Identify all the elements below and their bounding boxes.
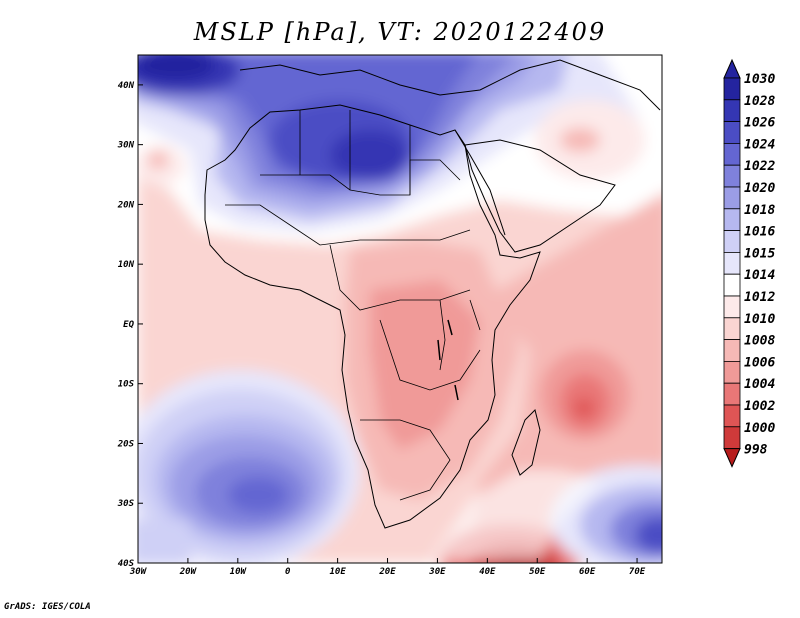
colorbar-segment (723, 339, 741, 362)
colorbar-segment (723, 426, 741, 449)
colorbar-segment (723, 164, 741, 188)
field-high-1030-atlantic-north (138, 55, 215, 80)
x-tick-label: 40E (479, 567, 496, 577)
colorbar-segment (723, 186, 741, 210)
colorbar-segment (723, 251, 741, 275)
y-tick-label: 40N (118, 81, 135, 91)
field-low-atlantic-1010 (148, 151, 168, 169)
border-central (329, 244, 471, 311)
colorbar-label: 1016 (744, 225, 775, 240)
border-north-1 (260, 159, 461, 196)
colorbar-label: 1022 (744, 159, 775, 174)
colorbar-segment (723, 317, 741, 340)
field-africa-1008 (370, 280, 480, 450)
field-high-1024-south-atlantic (228, 477, 288, 513)
colorbar-label: 1010 (744, 312, 775, 327)
colorbar-label: 1006 (744, 355, 775, 370)
x-tick-label: 50E (529, 567, 546, 577)
x-tick-label: 20E (378, 567, 396, 577)
colorbar-label: 1004 (744, 377, 775, 392)
border-north-2 (299, 110, 411, 195)
colorbar-label: 1014 (744, 268, 775, 283)
y-tick-label: 20N (117, 200, 135, 210)
red-sea-coastline (454, 129, 506, 236)
colorbar-label: 1002 (744, 399, 775, 414)
lakes (437, 319, 459, 401)
colorbar-segment (723, 273, 741, 297)
colorbar-label: 1026 (744, 116, 775, 131)
colorbar-segment (723, 295, 741, 319)
x-tick-label: 10E (329, 567, 346, 577)
colorbar-segment (723, 77, 741, 101)
colorbar-segment (723, 404, 741, 428)
colorbar-label: 1030 (744, 72, 775, 87)
y-tick-label: 10N (118, 260, 135, 270)
colorbar-segment (723, 99, 741, 123)
x-tick-label: 0 (285, 567, 291, 577)
field-high-1028-sahara (330, 130, 410, 180)
x-tick-label: 10W (230, 567, 248, 577)
colorbar-segment (723, 208, 741, 232)
arabia-coastline (464, 139, 616, 253)
plot-frame (137, 54, 663, 564)
colorbar-label: 998 (744, 443, 768, 458)
colorbar-label: 1020 (744, 181, 775, 196)
colorbar-segment (723, 382, 741, 406)
colorbar-top-arrow (723, 58, 741, 79)
africa-coastline (204, 104, 541, 529)
europe-coastline (239, 59, 661, 111)
border-east (439, 299, 481, 371)
colorbar-label: 1028 (744, 94, 775, 109)
field-south-atlantic-edge (138, 520, 190, 563)
map-title: MSLP [hPa], VT: 2020122409 (193, 18, 607, 46)
field-low-indian-1004 (574, 398, 594, 418)
colorbar-segment (723, 230, 741, 253)
field-band-white-south (430, 470, 600, 560)
border-west (225, 204, 471, 246)
colorbar-segment (723, 121, 741, 144)
colorbar-label: 1000 (744, 421, 775, 436)
y-tick-label: 40S (118, 559, 135, 569)
x-tick-label: 20W (179, 567, 198, 577)
y-tick-label: 30S (117, 499, 135, 509)
colorbar-label: 1015 (744, 246, 775, 261)
pressure-field (138, 55, 662, 563)
field-high-1026-southeast (635, 517, 662, 553)
colorbar: 1030 1028 1026 1024 1022 1020 1018 1016 1015 1014… (723, 58, 775, 468)
y-tick-label: EQ (123, 320, 134, 330)
x-tick-label: 30W (129, 567, 148, 577)
colorbar-segment (723, 142, 741, 166)
madagascar-coastline (511, 409, 541, 476)
x-tick-label: 30E (428, 567, 446, 577)
border-central-east (379, 319, 481, 391)
x-tick-label: 60E (579, 567, 596, 577)
footer-credit: GrADS: IGES/COLA (4, 602, 91, 612)
y-tick-label: 30N (117, 141, 135, 151)
colorbar-segment (723, 360, 741, 384)
field-arabia-1010 (560, 128, 600, 152)
y-tick-label: 20S (117, 439, 135, 449)
border-south (360, 419, 451, 501)
y-tick-label: 10S (118, 380, 135, 390)
colorbar-label: 1024 (744, 137, 775, 152)
colorbar-label: 1018 (744, 203, 775, 218)
colorbar-label: 1008 (744, 334, 775, 349)
colorbar-label: 1012 (744, 290, 775, 305)
colorbar-bottom-arrow (723, 448, 741, 468)
coastlines (204, 59, 661, 529)
x-tick-label: 70E (629, 567, 646, 577)
